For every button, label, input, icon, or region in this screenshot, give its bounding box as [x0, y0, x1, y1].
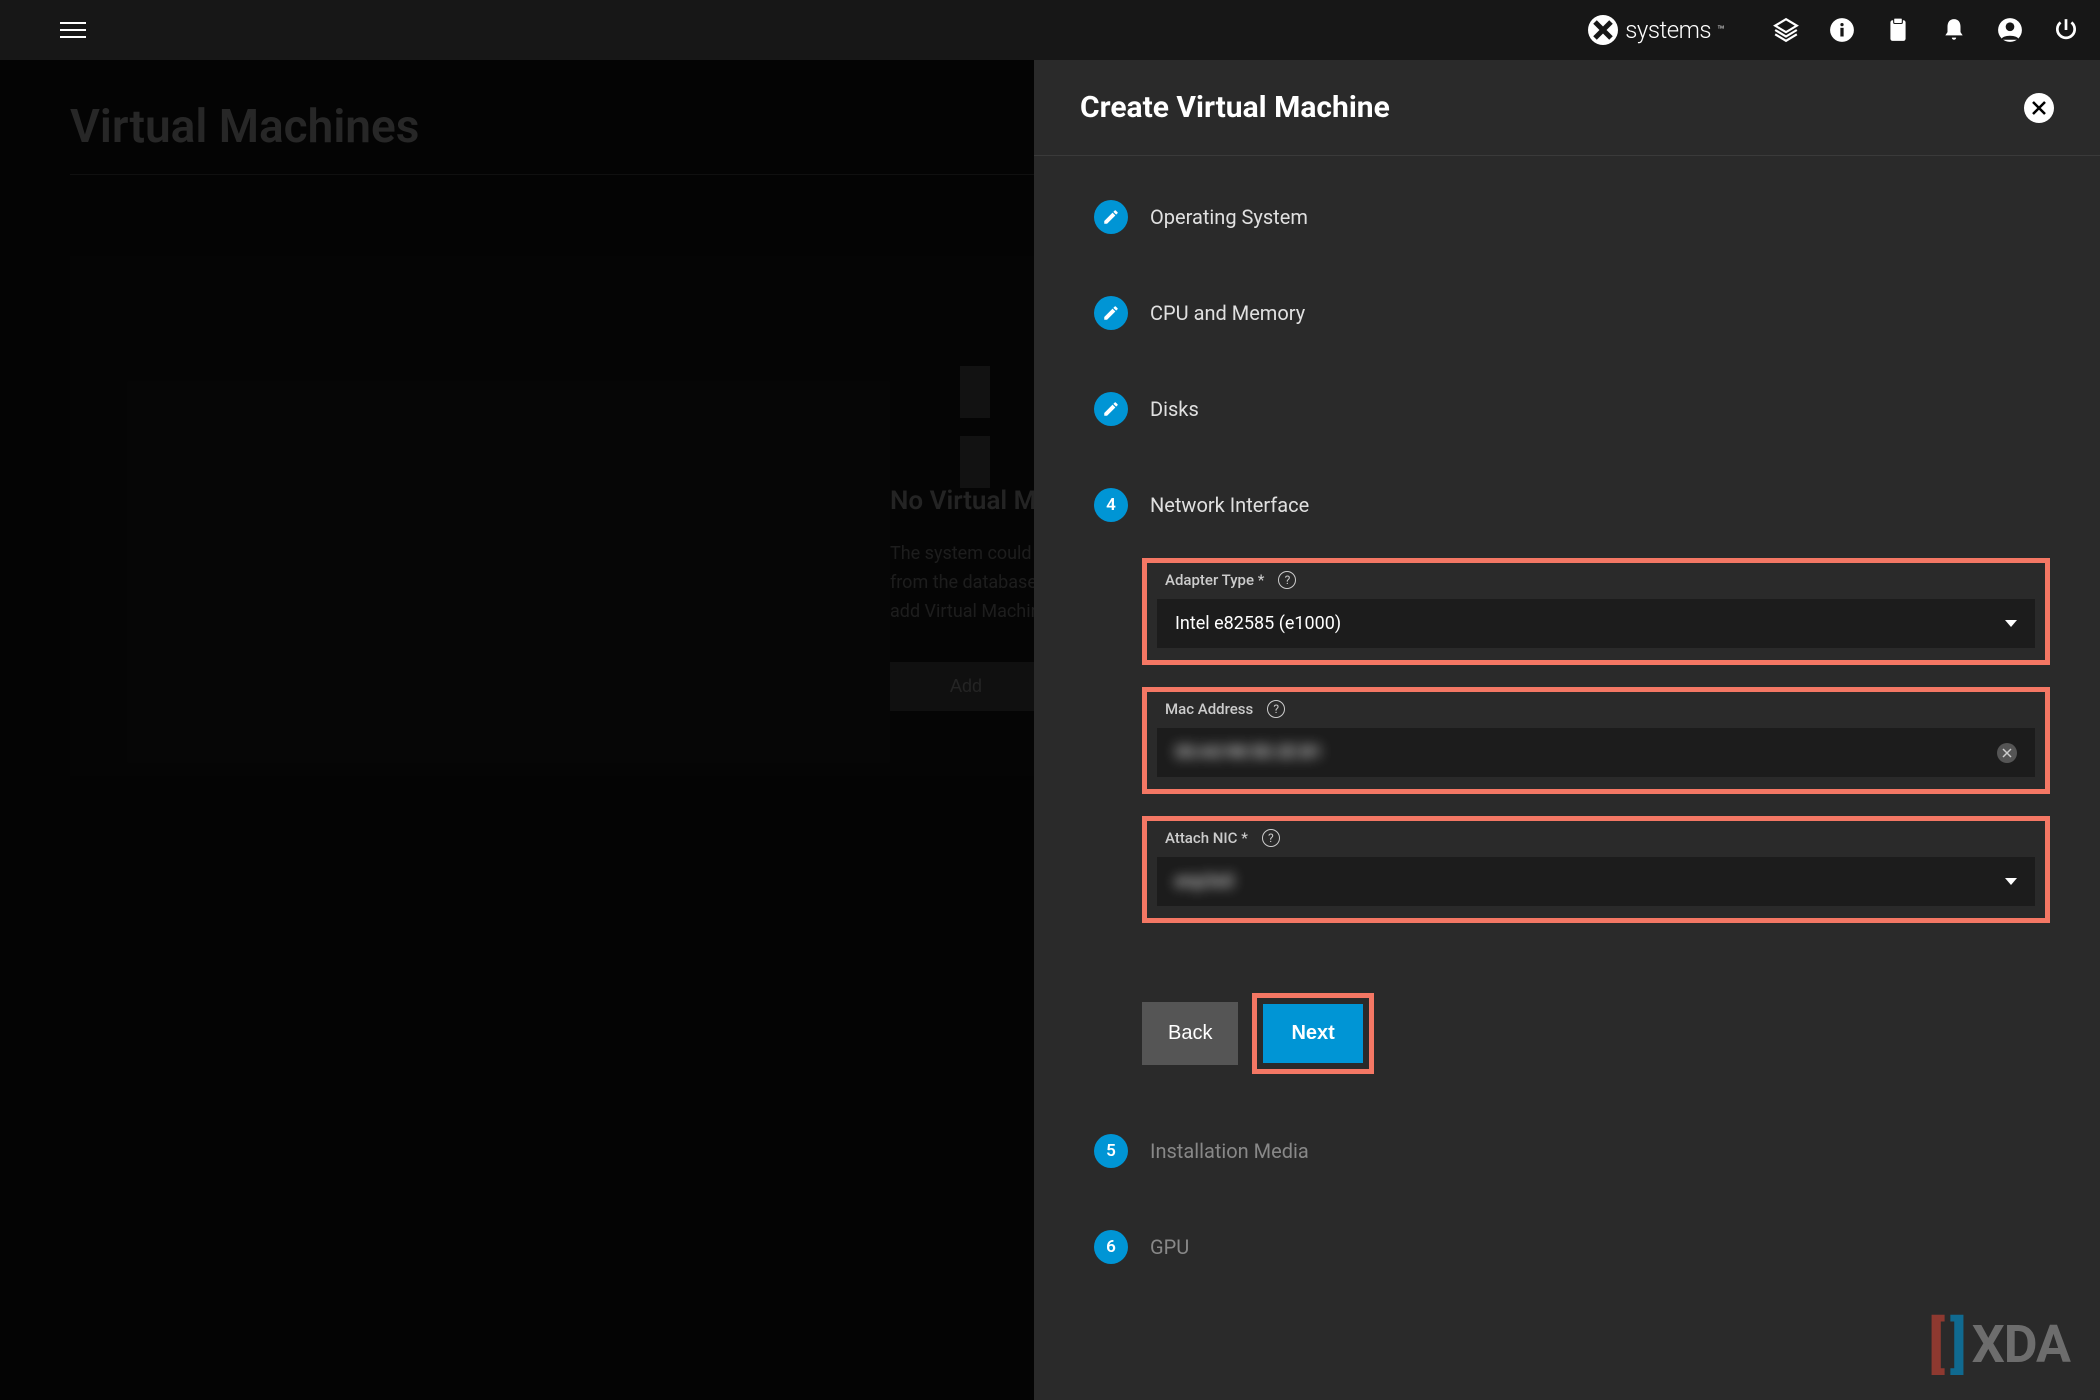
field-label: Mac Address [1165, 700, 1253, 718]
step-operating-system[interactable]: Operating System [1094, 200, 2050, 234]
attach-nic-field: Attach NIC * ? enp3s0 [1142, 816, 2050, 923]
step-label: Disks [1150, 397, 1199, 421]
field-label: Attach NIC * [1165, 829, 1248, 847]
step-cpu-memory[interactable]: CPU and Memory [1094, 296, 2050, 330]
close-icon[interactable] [2024, 93, 2054, 123]
adapter-type-select[interactable]: Intel e82585 (e1000) [1157, 599, 2035, 648]
edit-icon [1094, 200, 1128, 234]
mac-address-field: Mac Address ? 00:A0:98:5D:2E:B1 [1142, 687, 2050, 794]
brand-text: systems [1625, 16, 1711, 44]
panel-title: Create Virtual Machine [1080, 90, 1390, 125]
next-button[interactable]: Next [1263, 1004, 1362, 1063]
edit-icon [1094, 392, 1128, 426]
attach-nic-select[interactable]: enp3s0 [1157, 857, 2035, 906]
chevron-down-icon [2005, 878, 2017, 885]
help-icon[interactable]: ? [1278, 571, 1296, 589]
step-number-icon: 6 [1094, 1230, 1128, 1264]
chevron-down-icon [2005, 620, 2017, 627]
mac-address-input[interactable]: 00:A0:98:5D:2E:B1 [1157, 728, 2035, 777]
edit-icon [1094, 296, 1128, 330]
power-icon[interactable] [2052, 16, 2080, 44]
step-label: Network Interface [1150, 493, 1309, 517]
help-icon[interactable]: ? [1262, 829, 1280, 847]
step-gpu: 6 GPU [1094, 1230, 2050, 1264]
back-button[interactable]: Back [1142, 1002, 1238, 1065]
account-icon[interactable] [1996, 16, 2024, 44]
step-label: GPU [1150, 1235, 1189, 1259]
step-label: Installation Media [1150, 1139, 1309, 1163]
watermark: []XDA [1928, 1309, 2070, 1380]
field-label: Adapter Type * [1165, 571, 1264, 589]
step-number-icon: 5 [1094, 1134, 1128, 1168]
step-disks[interactable]: Disks [1094, 392, 2050, 426]
step-label: CPU and Memory [1150, 301, 1305, 325]
create-vm-panel: Create Virtual Machine Operating System … [1034, 60, 2100, 1400]
clear-icon[interactable] [1997, 743, 2017, 763]
info-icon[interactable] [1828, 16, 1856, 44]
menu-icon[interactable] [60, 17, 86, 43]
step-label: Operating System [1150, 205, 1308, 229]
add-vm-button[interactable]: Add [890, 662, 1042, 711]
brand-logo: systems ™ [1587, 14, 1724, 46]
topbar: systems ™ [0, 0, 2100, 60]
adapter-type-field: Adapter Type * ? Intel e82585 (e1000) [1142, 558, 2050, 665]
clipboard-icon[interactable] [1884, 16, 1912, 44]
help-icon[interactable]: ? [1267, 700, 1285, 718]
layers-icon[interactable] [1772, 16, 1800, 44]
step-installation-media: 5 Installation Media [1094, 1134, 2050, 1168]
step-network-interface: 4 Network Interface [1094, 488, 2050, 522]
bell-icon[interactable] [1940, 16, 1968, 44]
step-number-icon: 4 [1094, 488, 1128, 522]
